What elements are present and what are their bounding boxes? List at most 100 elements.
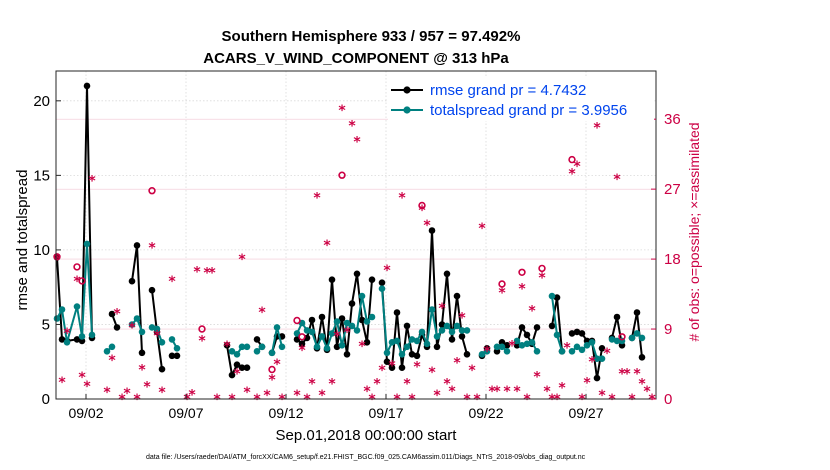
totalspread-point	[528, 339, 536, 346]
totalspread-point	[63, 339, 71, 346]
y-right-tick-label: 36	[664, 111, 681, 128]
obs-assimilated-marker: *	[193, 265, 201, 281]
data-file-note: data file: /Users/raeder/DAI/ATM_forcXX/…	[146, 454, 586, 461]
totalspread-point	[533, 348, 541, 355]
obs-assimilated-marker: *	[598, 388, 606, 404]
rmse-point	[578, 330, 586, 337]
totalspread-point	[513, 337, 521, 345]
totalspread-point	[128, 321, 136, 328]
legend-rmse-label: rmse grand pr = 4.7432	[430, 82, 586, 99]
rmse-point	[343, 351, 351, 358]
totalspread-point	[448, 328, 456, 336]
obs-assimilated-marker: *	[613, 172, 621, 188]
rmse-point	[428, 227, 436, 234]
obs-assimilated-marker: *	[198, 334, 206, 350]
totalspread-point	[398, 351, 406, 358]
obs-assimilated-marker: *	[113, 307, 121, 323]
obs-assimilated-marker: *	[123, 386, 131, 402]
rmse-point	[233, 361, 241, 369]
totalspread-point	[523, 340, 531, 348]
obs-possible-marker	[518, 268, 526, 276]
rmse-point	[593, 374, 601, 382]
obs-assimilated-marker: *	[503, 384, 511, 400]
obs-assimilated-marker: *	[58, 375, 66, 391]
rmse-point	[438, 321, 446, 328]
obs-possible-marker	[338, 171, 346, 179]
chart-subtitle: ACARS_V_WIND_COMPONENT @ 313 hPa	[203, 50, 509, 67]
obs-assimilated-marker: *	[393, 392, 401, 408]
rmse-point	[568, 330, 576, 337]
totalspread-point	[393, 337, 401, 345]
obs-assimilated-marker: *	[423, 218, 431, 234]
obs-assimilated-marker: *	[263, 388, 271, 404]
totalspread-point	[593, 355, 601, 363]
y-right-tick-label: 18	[664, 251, 681, 268]
obs-possible-marker	[298, 333, 306, 341]
obs-assimilated-marker: *	[413, 359, 421, 375]
obs-assimilated-marker: *	[543, 384, 551, 400]
obs-possible-marker	[73, 263, 81, 271]
obs-assimilated-marker: *	[398, 191, 406, 207]
obs-assimilated-marker: *	[403, 377, 411, 393]
obs-assimilated-marker: *	[138, 363, 146, 379]
y-right-tick-label: 27	[664, 181, 681, 198]
totalspread-point	[323, 345, 331, 352]
rmse-point	[413, 352, 421, 360]
y-tick-label: 10	[33, 242, 50, 259]
obs-assimilated-marker: *	[73, 274, 81, 290]
rmse-point	[338, 315, 346, 322]
rmse-point	[298, 340, 306, 348]
x-tick-label: 09/22	[468, 405, 503, 421]
obs-assimilated-marker: *	[548, 392, 556, 408]
totalspread-point	[83, 240, 91, 248]
totalspread-point	[153, 325, 161, 333]
rmse-point	[393, 309, 401, 316]
obs-assimilated-marker: *	[648, 392, 656, 408]
totalspread-point	[293, 330, 301, 337]
obs-possible-marker	[538, 264, 546, 273]
obs-possible-marker	[268, 365, 276, 374]
obs-assimilated-marker: *	[473, 392, 481, 408]
totalspread-point	[518, 342, 526, 349]
totalspread-point	[628, 334, 636, 342]
rmse-point	[158, 365, 166, 373]
obs-assimilated-marker: *	[433, 388, 441, 404]
totalspread-point	[548, 292, 556, 300]
totalspread-point	[483, 348, 491, 355]
rmse-point	[73, 336, 81, 343]
obs-assimilated-marker: *	[628, 392, 636, 408]
rmse-point	[113, 324, 121, 331]
obs-assimilated-marker: *	[533, 370, 541, 386]
totalspread-point	[343, 319, 351, 327]
obs-assimilated-marker: *	[568, 167, 576, 183]
totalspread-point	[418, 328, 426, 336]
totalspread-point	[558, 348, 566, 355]
obs-assimilated-marker: *	[258, 305, 266, 321]
rmse-point	[553, 294, 561, 301]
chart-title: Southern Hemisphere 933 / 957 = 97.492%	[222, 28, 521, 45]
totalspread-point	[308, 328, 316, 336]
totalspread-point	[588, 339, 596, 346]
totalspread-point	[358, 292, 366, 300]
x-tick-label: 09/12	[268, 405, 303, 421]
obs-assimilated-marker: *	[438, 301, 446, 317]
totalspread-point	[338, 342, 346, 349]
legend-spread-marker	[403, 106, 411, 114]
legend-spread-label: totalspread grand pr = 3.9956	[430, 102, 627, 119]
obs-assimilated-marker: *	[323, 238, 331, 254]
obs-assimilated-marker: *	[143, 380, 151, 396]
obs-assimilated-marker: *	[293, 388, 301, 404]
obs-assimilated-marker: *	[583, 376, 591, 392]
rmse-point	[433, 343, 441, 351]
obs-assimilated-marker: *	[118, 392, 126, 408]
obs-assimilated-marker: *	[588, 355, 596, 371]
totalspread-point	[578, 346, 586, 354]
obs-assimilated-marker: *	[538, 271, 546, 287]
obs-assimilated-marker: *	[643, 384, 651, 400]
totalspread-point	[53, 315, 61, 322]
rmse-point	[523, 331, 531, 339]
obs-possible-marker	[148, 187, 156, 195]
rmse-point	[318, 313, 326, 321]
obs-assimilated-marker: *	[268, 373, 276, 389]
obs-assimilated-marker: *	[168, 274, 176, 290]
